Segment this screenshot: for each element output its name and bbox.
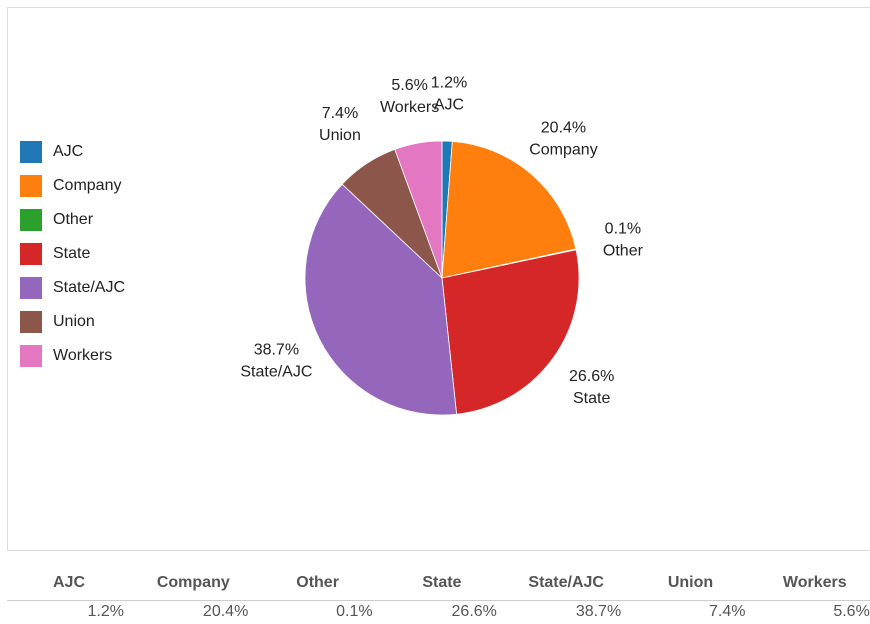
- pie-slice: [394, 140, 443, 279]
- legend-label: State: [53, 245, 90, 262]
- slice-value-label: 1.2%: [431, 74, 467, 91]
- th: Workers: [783, 574, 847, 591]
- slice-value-label: 26.6%: [569, 368, 614, 385]
- legend-swatch: [20, 277, 42, 299]
- legend-swatch: [20, 175, 42, 197]
- th: AJC: [53, 574, 85, 591]
- slice-category-label: Union: [319, 127, 361, 144]
- slice-value-label: 20.4%: [541, 120, 586, 137]
- td: 0.1%: [336, 603, 372, 620]
- legend-label: Other: [53, 211, 94, 228]
- td: 1.2%: [88, 603, 124, 620]
- pie-slice: [441, 140, 577, 279]
- legend-label: AJC: [53, 143, 83, 160]
- th: State: [422, 574, 461, 591]
- slice-category-label: Workers: [380, 99, 439, 116]
- slice-category-label: State/AJC: [240, 364, 312, 381]
- legend-swatch: [20, 141, 42, 163]
- td: 20.4%: [203, 603, 248, 620]
- td: 5.6%: [833, 603, 869, 620]
- legend-label: Union: [53, 313, 95, 330]
- slice-category-label: State: [573, 390, 610, 407]
- slice-category-label: Company: [529, 142, 597, 159]
- th: Other: [296, 574, 339, 591]
- th: State/AJC: [528, 574, 604, 591]
- legend-swatch: [20, 209, 42, 231]
- td: 38.7%: [576, 603, 621, 620]
- chart-frame: [7, 7, 870, 550]
- slice-value-label: 38.7%: [254, 342, 299, 359]
- slice-category-label: Other: [603, 243, 644, 260]
- slice-category-label: AJC: [434, 96, 464, 113]
- slice-value-label: 7.4%: [322, 105, 358, 122]
- legend-label: Workers: [53, 347, 112, 364]
- slice-value-label: 0.1%: [605, 221, 641, 238]
- legend-swatch: [20, 345, 42, 367]
- pie-slice: [441, 249, 580, 415]
- pie-slice: [304, 183, 458, 416]
- legend-swatch: [20, 311, 42, 333]
- th: Company: [157, 574, 230, 591]
- legend-swatch: [20, 243, 42, 265]
- th: Union: [668, 574, 713, 591]
- legend-label: State/AJC: [53, 279, 125, 296]
- td: 26.6%: [452, 603, 497, 620]
- legend-label: Company: [53, 177, 121, 194]
- slice-value-label: 5.6%: [391, 77, 427, 94]
- td: 7.4%: [709, 603, 745, 620]
